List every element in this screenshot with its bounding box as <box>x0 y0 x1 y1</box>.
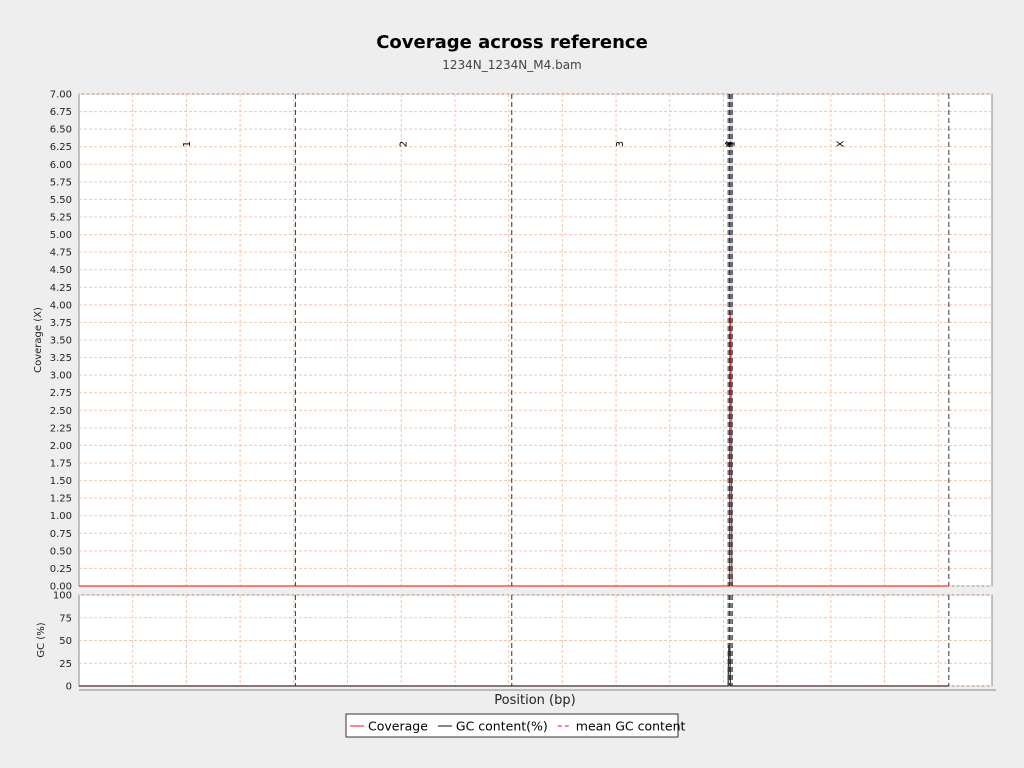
chromosome-label: 2 <box>399 141 410 147</box>
coverage-tick-label: 4.75 <box>50 248 72 259</box>
coverage-tick-label: 1.25 <box>50 494 72 505</box>
coverage-tick-label: 0.75 <box>50 529 72 540</box>
chromosome-label: Y <box>725 140 736 148</box>
coverage-tick-label: 2.25 <box>50 423 72 434</box>
legend-entry: mean GC content <box>576 719 686 734</box>
chromosome-boundaries <box>294 94 950 686</box>
gc-y-label: GC (%) <box>36 622 47 657</box>
chromosome-labels: 1 2 3 4Y1 X <box>182 140 846 148</box>
gc-tick-label: 75 <box>59 613 72 624</box>
gc-tick-label: 25 <box>59 659 72 670</box>
coverage-tick-label: 1.00 <box>50 511 72 522</box>
coverage-tick-label: 4.25 <box>50 283 72 294</box>
coverage-y-label: Coverage (X) <box>33 307 44 373</box>
chromosome-label: 1 <box>727 141 738 147</box>
chart-subtitle: 1234N_1234N_M4.bam <box>442 58 582 72</box>
legend: Coverage GC content(%) mean GC content <box>345 713 686 738</box>
legend-box <box>345 713 679 738</box>
coverage-tick-label: 6.00 <box>50 160 72 171</box>
coverage-grid <box>79 93 992 587</box>
coverage-tick-label: 6.50 <box>50 125 72 136</box>
gc-y-ticks: 0 25 50 75 100 <box>53 591 72 693</box>
coverage-tick-label: 6.75 <box>50 107 72 118</box>
chromosome-label: 3 <box>615 141 626 147</box>
coverage-tick-label: 1.75 <box>50 459 72 470</box>
chromosome-label: 1 <box>182 141 193 147</box>
coverage-tick-label: 5.00 <box>50 230 72 241</box>
legend-entry: Coverage <box>368 719 428 734</box>
coverage-tick-label: 3.00 <box>50 371 72 382</box>
chart-title: Coverage across reference <box>376 32 648 53</box>
coverage-tick-label: 0.00 <box>50 582 72 593</box>
coverage-tick-label: 5.50 <box>50 195 72 206</box>
chromosome-label: X <box>836 140 847 147</box>
coverage-tick-label: 2.50 <box>50 406 72 417</box>
coverage-tick-label: 1.50 <box>50 476 72 487</box>
coverage-tick-label: 3.75 <box>50 318 72 329</box>
coverage-tick-label: 5.25 <box>50 213 72 224</box>
coverage-tick-label: 2.75 <box>50 388 72 399</box>
coverage-tick-label: 6.25 <box>50 142 72 153</box>
gc-tick-label: 50 <box>59 636 72 647</box>
coverage-tick-label: 5.75 <box>50 177 72 188</box>
gc-tick-label: 0 <box>66 682 72 693</box>
coverage-tick-label: 0.25 <box>50 564 72 575</box>
coverage-y-ticks: 0.00 0.25 0.50 0.75 1.00 1.25 1.50 1.75 2.00 2.25… <box>50 90 72 593</box>
gc-tick-label: 100 <box>53 591 72 602</box>
coverage-tick-label: 3.25 <box>50 353 72 364</box>
coverage-tick-label: 4.00 <box>50 300 72 311</box>
coverage-tick-label: 2.00 <box>50 441 72 452</box>
coverage-tick-label: 7.00 <box>50 90 72 101</box>
legend-entry: GC content(%) <box>456 719 548 734</box>
chromosome-label: 4 <box>724 141 735 147</box>
coverage-tick-label: 4.50 <box>50 265 72 276</box>
coverage-tick-label: 0.50 <box>50 546 72 557</box>
coverage-tick-label: 3.50 <box>50 336 72 347</box>
x-axis-label: Position (bp) <box>494 693 575 708</box>
